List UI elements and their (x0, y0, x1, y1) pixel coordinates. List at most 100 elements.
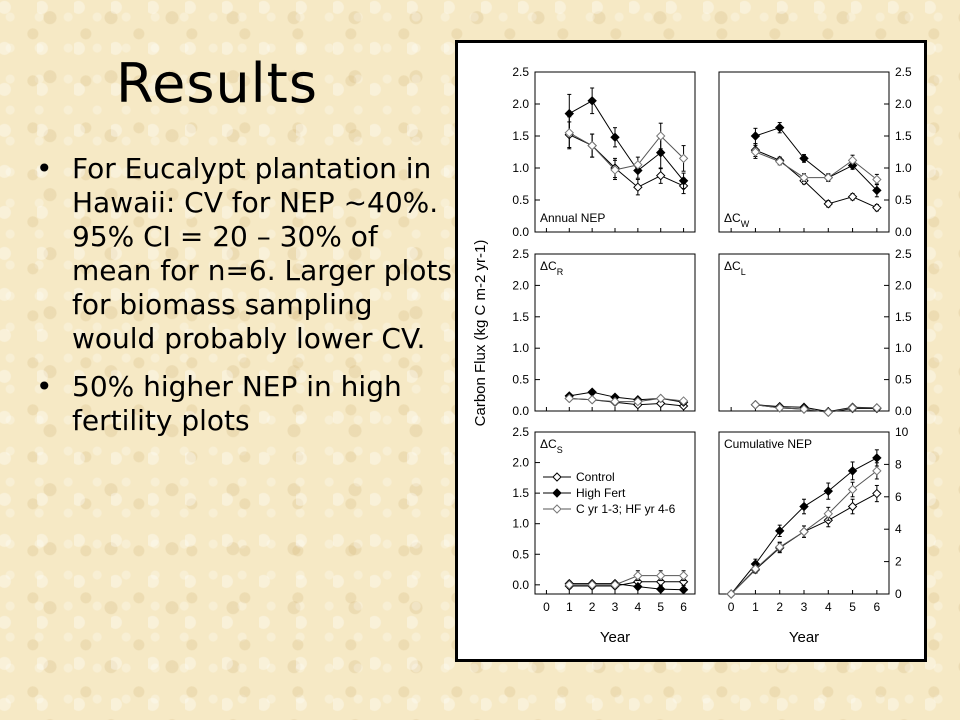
data-point (750, 147, 761, 157)
panel-frame (718, 71, 890, 233)
y-tick-label: 0.0 (895, 404, 912, 418)
y-tick-label: 2.0 (895, 97, 912, 111)
bullet-list: • For Eucalypt plantation in Hawaii: CV f… (32, 152, 452, 452)
y-tick-label: 1.5 (512, 310, 529, 324)
bullet-dot-icon: • (36, 370, 53, 403)
legend-label: Control (576, 470, 615, 484)
data-point (799, 172, 809, 183)
series-line (755, 127, 878, 191)
data-point (872, 403, 882, 413)
data-point (799, 501, 809, 512)
series-line (569, 391, 684, 403)
y-tick-label: 2.5 (512, 65, 529, 79)
x-tick-label: 6 (680, 600, 687, 614)
chart-frame: 0.0 0.5 1.0 1.5 2.0 2.5 Annual NEP 0.0 0.5 1.0 1.5… (455, 40, 927, 662)
y-tick-label: 2.5 (512, 425, 529, 439)
bullet-text: For Eucalypt plantation in Hawaii: CV fo… (72, 152, 452, 355)
data-point (775, 403, 785, 413)
data-point (750, 400, 761, 410)
y-tick-label: 2.5 (895, 65, 912, 79)
data-point (678, 570, 689, 581)
data-point (872, 466, 882, 476)
y-tick-label: 0 (895, 587, 902, 601)
data-point (823, 509, 833, 519)
data-point (726, 589, 736, 599)
data-point (775, 526, 785, 536)
data-point (656, 398, 666, 409)
carbon-flux-chart: 0.0 0.5 1.0 1.5 2.0 2.5 Annual NEP 0.0 0.5 1.0 1.5… (472, 65, 912, 646)
data-point (823, 486, 833, 496)
x-tick-label: 4 (635, 600, 642, 614)
panel-label: ΔCW (724, 211, 750, 229)
data-point (799, 404, 809, 414)
y-tick-label: 1.0 (895, 161, 912, 175)
data-point (656, 131, 666, 141)
legend-label: High Fert (576, 486, 626, 500)
x-tick-label: 6 (874, 600, 881, 614)
panel-label-subscript: S (557, 445, 563, 455)
panel-label: Cumulative NEP (724, 437, 812, 451)
data-point (750, 131, 761, 141)
data-point (847, 484, 858, 495)
legend-label: C yr 1-3; HF yr 4-6 (576, 502, 676, 516)
panel-label-subscript: R (557, 267, 564, 277)
data-point (610, 132, 620, 142)
data-point (633, 581, 643, 592)
data-point (799, 526, 809, 537)
y-tick-label: 1.5 (895, 129, 912, 143)
y-tick-label: 0.5 (512, 373, 529, 387)
series-line (569, 100, 684, 182)
y-tick-label: 8 (895, 457, 902, 471)
y-tick-label: 2.5 (895, 247, 912, 261)
data-point (847, 155, 858, 166)
y-tick-label: 0.5 (512, 547, 529, 561)
data-point (610, 165, 620, 175)
panel-label-subscript: L (741, 267, 746, 277)
x-tick-label: 2 (589, 600, 596, 614)
x-tick-label: 1 (752, 600, 759, 614)
x-tick-label: 5 (849, 600, 856, 614)
panel-frame (534, 71, 696, 233)
data-point (564, 393, 574, 404)
data-point (678, 153, 689, 164)
panel-frame (718, 253, 890, 412)
bullet-item: • 50% higher NEP in high fertility plots (32, 370, 452, 438)
x-tick-label: 3 (801, 600, 808, 614)
data-point (564, 580, 574, 590)
data-point (633, 570, 643, 581)
bullet-text: 50% higher NEP in high fertility plots (72, 370, 402, 437)
y-tick-label: 2 (895, 555, 902, 569)
data-point (678, 396, 689, 406)
y-tick-label: 0.5 (895, 193, 912, 207)
data-point (656, 147, 666, 158)
x-tick-label: 4 (825, 600, 832, 614)
y-tick-label: 2.0 (512, 97, 529, 111)
y-tick-label: 1.0 (512, 161, 529, 175)
bullet-item: • For Eucalypt plantation in Hawaii: CV f… (32, 152, 452, 356)
data-point (610, 396, 620, 407)
data-point (610, 580, 620, 590)
data-point (775, 156, 785, 167)
y-tick-label: 0.5 (512, 193, 529, 207)
data-point (847, 501, 858, 512)
y-tick-label: 1.0 (512, 341, 529, 355)
y-tick-label: 0.0 (512, 578, 529, 592)
x-axis-label: Year (789, 629, 819, 646)
y-tick-label: 1.5 (895, 310, 912, 324)
y-tick-label: 1.0 (512, 517, 529, 531)
y-tick-label: 2.0 (512, 278, 529, 292)
y-tick-label: 6 (895, 490, 902, 504)
panel-label-subscript: W (741, 219, 750, 229)
data-point (847, 192, 858, 202)
data-point (656, 584, 666, 594)
data-point (775, 122, 785, 133)
data-point (656, 393, 666, 404)
x-tick-label: 0 (543, 600, 550, 614)
y-tick-label: 1.5 (512, 486, 529, 500)
legend-marker (552, 504, 562, 514)
data-point (633, 160, 643, 170)
y-tick-label: 4 (895, 522, 902, 536)
data-point (587, 394, 597, 405)
data-point (847, 403, 858, 413)
x-tick-label: 2 (776, 600, 783, 614)
